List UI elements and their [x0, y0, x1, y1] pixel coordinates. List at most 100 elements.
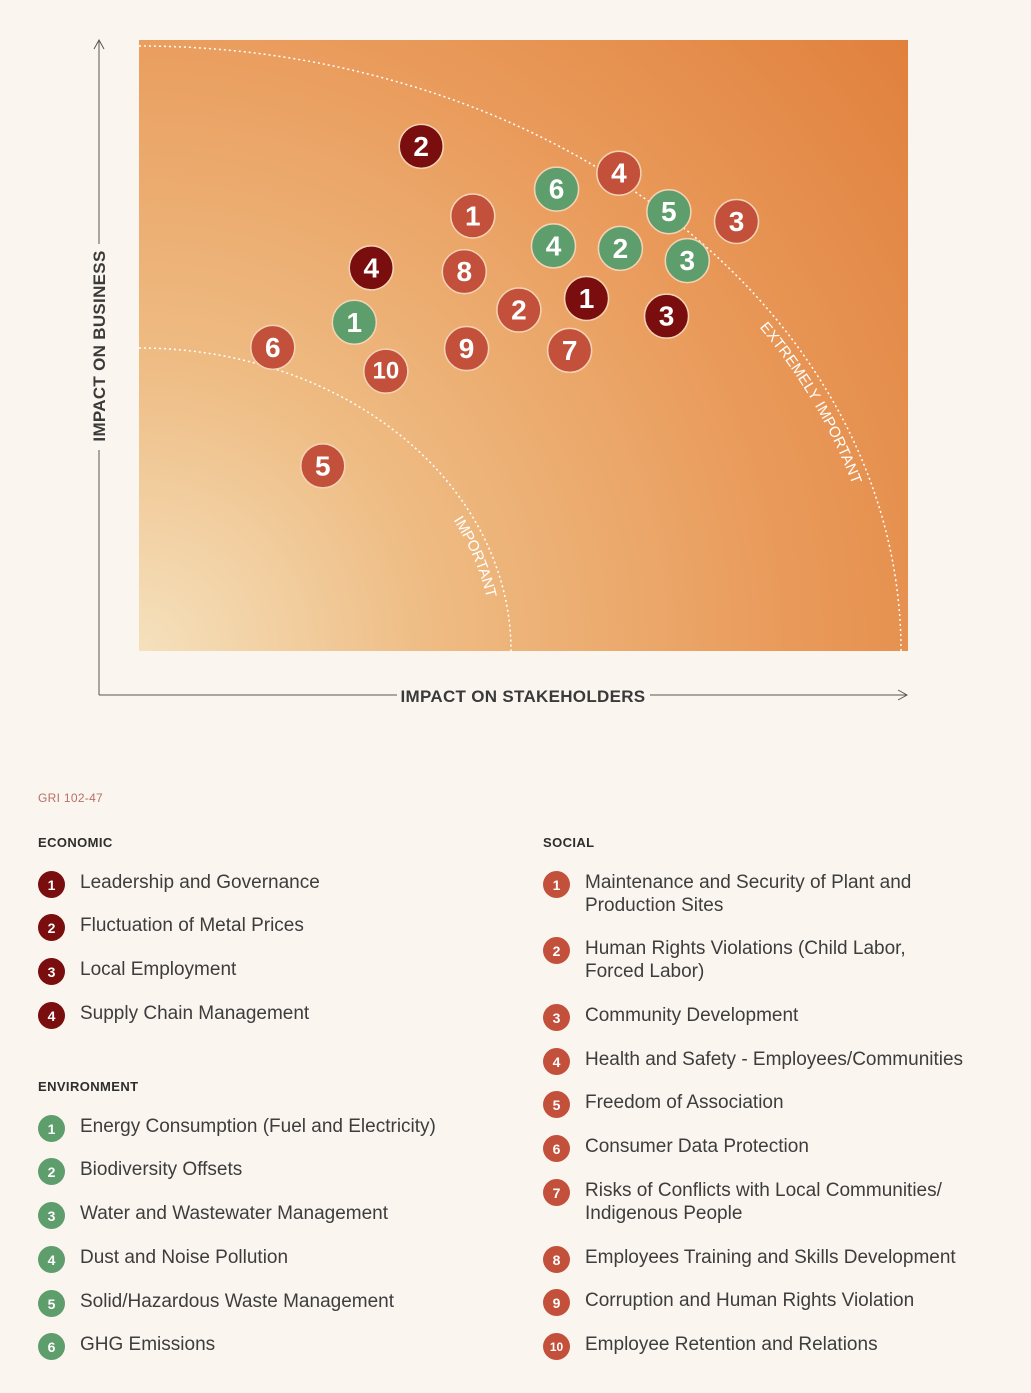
legend-social-item: 8 Employees Training and Skills Developm… [543, 1246, 1013, 1273]
bubble-social-4: 4 [596, 150, 642, 196]
bubble-label-social-10: 10 [372, 358, 399, 385]
legend-social-item: 6 Consumer Data Protection [543, 1135, 809, 1162]
environment-2-badge: 2 [38, 1158, 65, 1185]
legend-social-item: 4 Health and Safety - Employees/Communit… [543, 1048, 1013, 1075]
bubble-circle-social-7 [546, 327, 593, 374]
legend-item-label: Water and Wastewater Management [80, 1203, 389, 1224]
legend-social-item: 3 Community Development [543, 1004, 798, 1031]
legend-item-label: Consumer Data Protection [585, 1136, 809, 1157]
bubble-label-economic-3: 3 [659, 301, 675, 332]
bubble-circle-environment-4 [530, 223, 577, 269]
bubble-circle-environment-6 [533, 166, 580, 212]
y-axis-label: IMPACT ON BUSINESS [90, 250, 109, 441]
legend-economic-title: ECONOMIC [38, 835, 113, 850]
social-8-badge: 8 [543, 1246, 570, 1273]
economic-1-badge: 1 [38, 871, 65, 898]
bubble-environment-5: 5 [646, 188, 692, 235]
bubble-label-social-7: 7 [562, 335, 578, 366]
bubble-social-2: 2 [496, 287, 542, 333]
bubble-label-environment-2: 2 [613, 233, 629, 264]
materiality-matrix-chart: IMPORTANT EXTREMELY IMPORTANT IMPACT ON … [88, 38, 909, 706]
bubble-label-social-3: 3 [729, 206, 745, 237]
social-7-badge: 7 [543, 1179, 570, 1206]
legend-environment-item: 3 Water and Wastewater Management [38, 1202, 388, 1229]
legend-item-label: Human Rights Violations (Child Labor, Fo… [585, 938, 906, 982]
bubble-label-environment-3: 3 [680, 245, 696, 276]
bubble-label-social-6: 6 [265, 332, 281, 363]
legend-item-label: Risks of Conflicts with Local Communitie… [585, 1180, 942, 1224]
legend-item-label: Supply Chain Management [80, 1003, 310, 1024]
bubble-circle-environment-1 [331, 299, 378, 346]
bubble-social-3: 3 [713, 198, 760, 245]
bubble-environment-2: 2 [597, 225, 644, 272]
bubble-economic-3: 3 [643, 293, 690, 339]
legend-environment-item: 2 Biodiversity Offsets [38, 1158, 242, 1185]
social-10-badge: 10 [543, 1333, 570, 1360]
bubble-label-environment-6: 6 [549, 174, 565, 205]
bubble-social-7: 7 [546, 327, 593, 374]
bubble-environment-4: 4 [530, 223, 577, 269]
legend-economic-item: 3 Local Employment [38, 958, 236, 985]
gri-reference: GRI 102-47 [38, 791, 104, 805]
economic-4-badge: 4 [38, 1002, 65, 1029]
x-axis-label: IMPACT ON STAKEHOLDERS [401, 687, 646, 706]
y-axis-label-gap [88, 244, 110, 450]
bubble-label-social-8: 8 [456, 256, 472, 287]
bubble-circle-economic-1 [563, 275, 610, 322]
bubble-social-10: 10 [363, 348, 409, 394]
legend-item-label: Solid/Hazardous Waste Management [80, 1291, 395, 1312]
legend-social-title: SOCIAL [543, 835, 595, 850]
bubble-economic-1: 1 [563, 275, 610, 322]
legend-economic-item: 2 Fluctuation of Metal Prices [38, 914, 304, 941]
bubble-circle-social-8 [441, 248, 488, 295]
bubble-label-economic-4: 4 [363, 252, 379, 283]
legend-social-item: 7 Risks of Conflicts with Local Communit… [543, 1179, 988, 1225]
bubble-label-environment-4: 4 [546, 230, 562, 261]
legend-item-label: Maintenance and Security of Plant and Pr… [585, 872, 912, 916]
bubble-environment-6: 6 [533, 166, 580, 212]
bubble-social-5: 5 [300, 443, 346, 489]
bubble-circle-social-9 [443, 325, 490, 372]
environment-6-badge: 6 [38, 1333, 65, 1360]
bubble-economic-4: 4 [348, 245, 394, 291]
bubble-circle-social-3 [713, 198, 760, 245]
economic-3-badge: 3 [38, 958, 65, 985]
environment-1-badge: 1 [38, 1115, 65, 1142]
bubble-social-6: 6 [250, 324, 296, 371]
bubble-social-9: 9 [443, 325, 490, 372]
social-3-badge: 3 [543, 1004, 570, 1031]
legend-social: SOCIAL 1 Maintenance and Security of Pla… [543, 835, 1013, 1375]
legend-item-label: Employee Retention and Relations [585, 1334, 878, 1355]
legend-economic-item: 4 Supply Chain Management [38, 1002, 309, 1029]
social-9-badge: 9 [543, 1289, 570, 1316]
legend-item-label: Dust and Noise Pollution [80, 1247, 289, 1268]
bubble-label-economic-2: 2 [413, 131, 429, 162]
legend-environment: ENVIRONMENT 1 Energy Consumption (Fuel a… [38, 1079, 518, 1369]
legend-environment-item: 4 Dust and Noise Pollution [38, 1246, 288, 1273]
legend-item-label: Community Development [585, 1005, 799, 1026]
legend-social-item: 10 Employee Retention and Relations [543, 1333, 878, 1360]
social-4-badge: 4 [543, 1048, 570, 1075]
bubble-label-social-2: 2 [511, 295, 527, 326]
environment-3-badge: 3 [38, 1202, 65, 1229]
legend-environment-title: ENVIRONMENT [38, 1079, 139, 1094]
legend-item-label: Biodiversity Offsets [80, 1159, 243, 1180]
bubble-economic-2: 2 [398, 123, 444, 170]
bubble-label-social-1: 1 [465, 200, 481, 231]
legend-item-label: Employees Training and Skills Developmen… [585, 1247, 956, 1268]
bubble-circle-environment-3 [664, 237, 711, 284]
bubble-label-economic-1: 1 [579, 283, 595, 314]
bubble-circle-economic-2 [398, 123, 444, 170]
bubble-circle-social-10 [363, 348, 409, 394]
bubble-circle-social-5 [300, 443, 346, 489]
legend-environment-item: 6 GHG Emissions [38, 1333, 215, 1360]
environment-5-badge: 5 [38, 1290, 65, 1317]
legend-social-item: 2 Human Rights Violations (Child Labor, … [543, 937, 943, 983]
legend-item-label: Local Employment [80, 959, 237, 980]
legend-item-label: Fluctuation of Metal Prices [80, 915, 304, 936]
social-5-badge: 5 [543, 1091, 570, 1118]
bubble-circle-environment-5 [646, 188, 692, 235]
social-6-badge: 6 [543, 1135, 570, 1162]
legend-item-label: Energy Consumption (Fuel and Electricity… [80, 1116, 436, 1137]
